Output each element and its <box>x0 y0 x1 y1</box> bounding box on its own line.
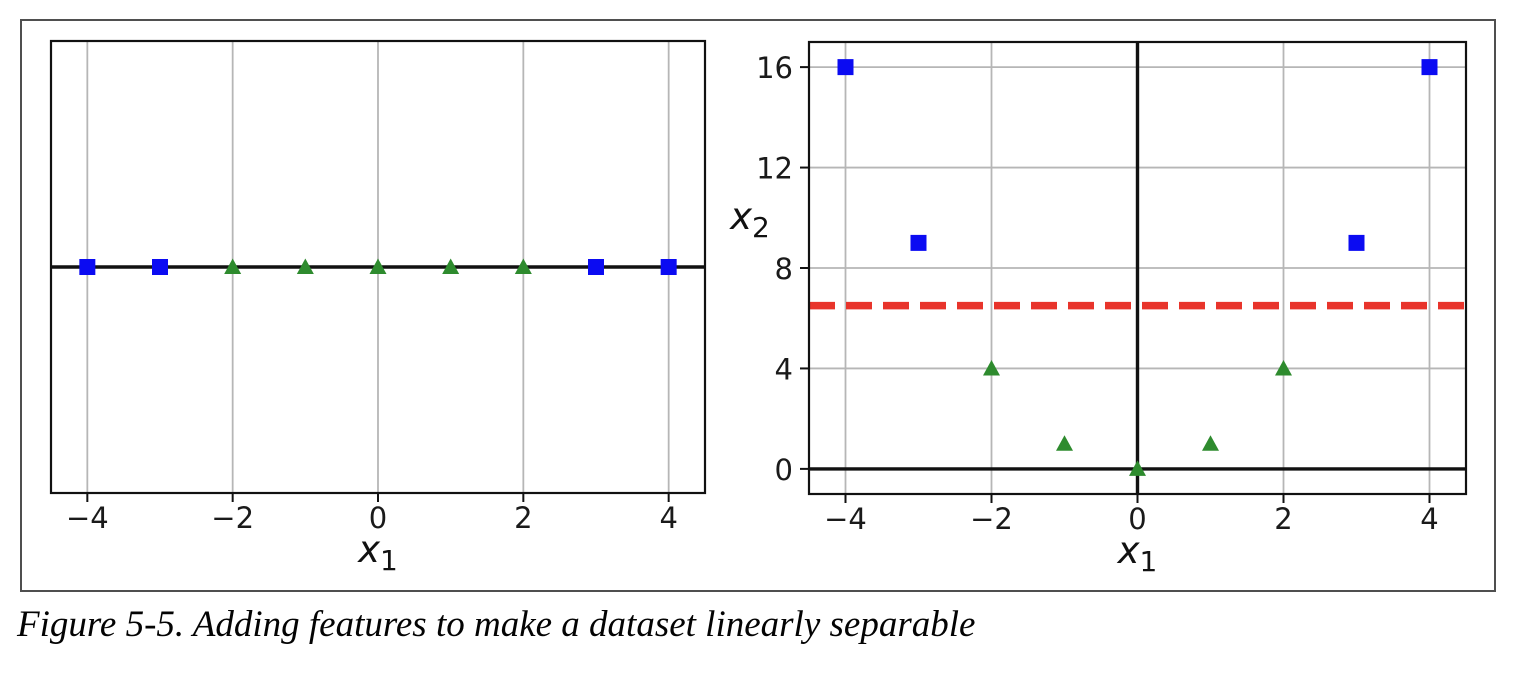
data-point-square <box>660 259 677 275</box>
x-tick-label: −2 <box>970 502 1013 536</box>
data-point-triangle <box>1056 435 1073 451</box>
data-point-square <box>910 234 927 251</box>
x-tick-label: 4 <box>1420 502 1438 536</box>
data-point-triangle <box>442 258 460 274</box>
x-tick-label: −4 <box>824 502 867 536</box>
data-point-triangle <box>1129 460 1146 476</box>
y-axis-label: x2 <box>729 195 770 244</box>
subplot-2: −4 −2 0 2 4 0 4 8 12 16 x1 x2 <box>729 40 1468 578</box>
data-point-square <box>837 59 854 76</box>
y-tick-label: 0 <box>775 453 793 487</box>
x-tick-label: 4 <box>659 501 677 535</box>
x-axis-label: x1 <box>1117 529 1158 578</box>
x-tick-label: −4 <box>66 501 109 535</box>
data-point-square <box>79 259 96 275</box>
x-axis-label: x1 <box>357 528 398 577</box>
figure-border <box>20 19 1496 592</box>
data-point-square <box>588 259 604 275</box>
data-point-triangle <box>224 258 242 274</box>
data-point-triangle <box>369 258 387 274</box>
y-tick-label: 12 <box>756 152 793 186</box>
data-point-triangle <box>296 258 314 274</box>
y-tick-label: 16 <box>756 51 793 85</box>
y-tick-label: 4 <box>775 352 793 386</box>
x-tick-label: 2 <box>514 501 532 535</box>
data-point-triangle <box>1202 435 1219 451</box>
data-point-triangle <box>514 258 532 274</box>
data-point-square <box>152 259 168 275</box>
x-tick-label: −2 <box>211 501 254 535</box>
x-tick-label: 0 <box>1128 502 1146 536</box>
subplot-1: −4 −2 0 2 4 x1 <box>49 39 707 577</box>
data-point-square <box>1421 59 1438 76</box>
data-point-triangle <box>1275 359 1292 376</box>
y-tick-label: 8 <box>775 252 793 286</box>
x-tick-label: 2 <box>1274 502 1292 536</box>
figure-caption: Figure 5-5. Adding features to make a da… <box>17 604 976 645</box>
x-tick-label: 0 <box>369 501 387 535</box>
data-point-square <box>1348 234 1365 251</box>
data-point-triangle <box>983 359 1000 376</box>
